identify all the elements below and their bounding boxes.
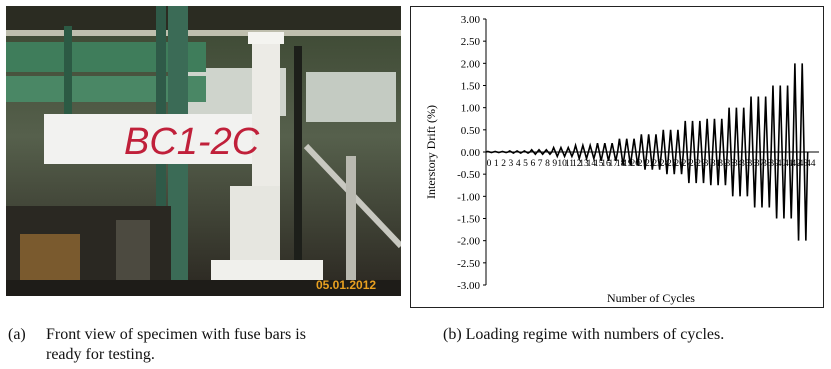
x-tick-label: 41 [784,159,794,169]
series-line-drift [485,63,809,241]
x-tick-label: 14 [587,159,597,169]
chart-svg: 3.00 2.50 2.00 1.50 1.00 0.50 0.00 -0.50 -1.00 -1… [424,14,819,305]
x-tick-label: 17 [609,159,619,169]
y-axis-title: Interstory Drift (%) [424,105,438,199]
x-tick-label: 36 [747,159,757,169]
caption-a-tag: (a) [8,326,26,343]
x-tick-label: 5 [523,159,528,169]
x-tick-label: 13 [579,159,589,169]
x-tick-label: 34 [733,159,743,169]
x-tick-label: 38 [762,159,772,169]
caption-a: (a) Front view of specimen with fuse bars… [8,325,408,365]
x-tick-label: 33 [726,159,736,169]
y-tick-label: -2.50 [457,258,480,270]
x-tick-label: 12 [572,159,582,169]
y-tick-label: -1.00 [457,191,480,203]
x-tick-label: 25 [667,159,677,169]
x-tick-label: 6 [530,159,535,169]
x-tick-label: 16 [601,159,611,169]
x-tick-label: 32 [718,159,728,169]
x-tick-label: 8 [545,159,550,169]
x-tick-label: 20 [630,159,640,169]
x-tick-label: 10 [557,159,567,169]
y-tick-label: -1.50 [457,214,480,226]
x-tick-label: 23 [652,159,662,169]
y-tick-label: 0.00 [461,147,481,159]
x-tick-label: 27 [682,159,692,169]
x-tick-label: 30 [704,159,714,169]
y-tick-label: 3.00 [461,14,481,26]
x-tick-label: 15 [594,159,604,169]
loading-regime-chart: 3.00 2.50 2.00 1.50 1.00 0.50 0.00 -0.50 -1.00 -1… [410,6,824,308]
x-tick-label: 1 [494,159,499,169]
x-tick-label: 21 [638,159,648,169]
x-tick-label: 31 [711,159,721,169]
y-tick-marks [483,18,486,286]
y-tick-label: -3.00 [457,280,480,292]
x-tick-label: 7 [538,159,543,169]
x-tick-label: 22 [645,159,655,169]
x-tick-label: 44 [806,159,816,169]
x-tick-label: 0 [487,159,492,169]
x-tick-label: 3 [509,159,514,169]
x-tick-label: 35 [740,159,750,169]
x-tick-label: 2 [501,159,506,169]
y-tick-label: -2.00 [457,236,480,248]
x-tick-label: 19 [623,159,633,169]
y-tick-label: 1.50 [461,81,481,93]
y-tick-label: -0.50 [457,169,480,181]
x-tick-label: 18 [616,159,626,169]
x-tick-label: 28 [689,159,699,169]
y-tick-label: 2.00 [461,58,481,70]
x-tick-label: 24 [660,159,670,169]
y-tick-label: 1.00 [461,103,481,115]
y-tick-label: 2.50 [461,36,481,48]
x-tick-label: 39 [769,159,779,169]
x-tick-label: 26 [674,159,684,169]
y-tick-labels: 3.00 2.50 2.00 1.50 1.00 0.50 0.00 -0.50 -1.00 -1… [457,14,480,292]
date-stamp: 05.01.2012 [316,278,376,292]
specimen-photo: BC1-2C 05.01.2012 [6,6,401,296]
x-tick-label: 9 [552,159,557,169]
specimen-label: BC1-2C [124,121,260,163]
caption-a-line1: Front view of specimen with fuse bars is [46,326,306,343]
caption-b: (b) Loading regime with numbers of cycle… [443,326,725,343]
x-tick-label: 29 [696,159,706,169]
x-tick-label: 11 [565,159,574,169]
x-tick-label: 37 [755,159,765,169]
x-tick-label: 40 [777,159,787,169]
x-tick-label: 4 [516,159,521,169]
caption-a-line2: ready for testing. [46,346,155,363]
y-tick-label: 0.50 [461,125,481,137]
x-axis-title: Number of Cycles [607,291,695,305]
